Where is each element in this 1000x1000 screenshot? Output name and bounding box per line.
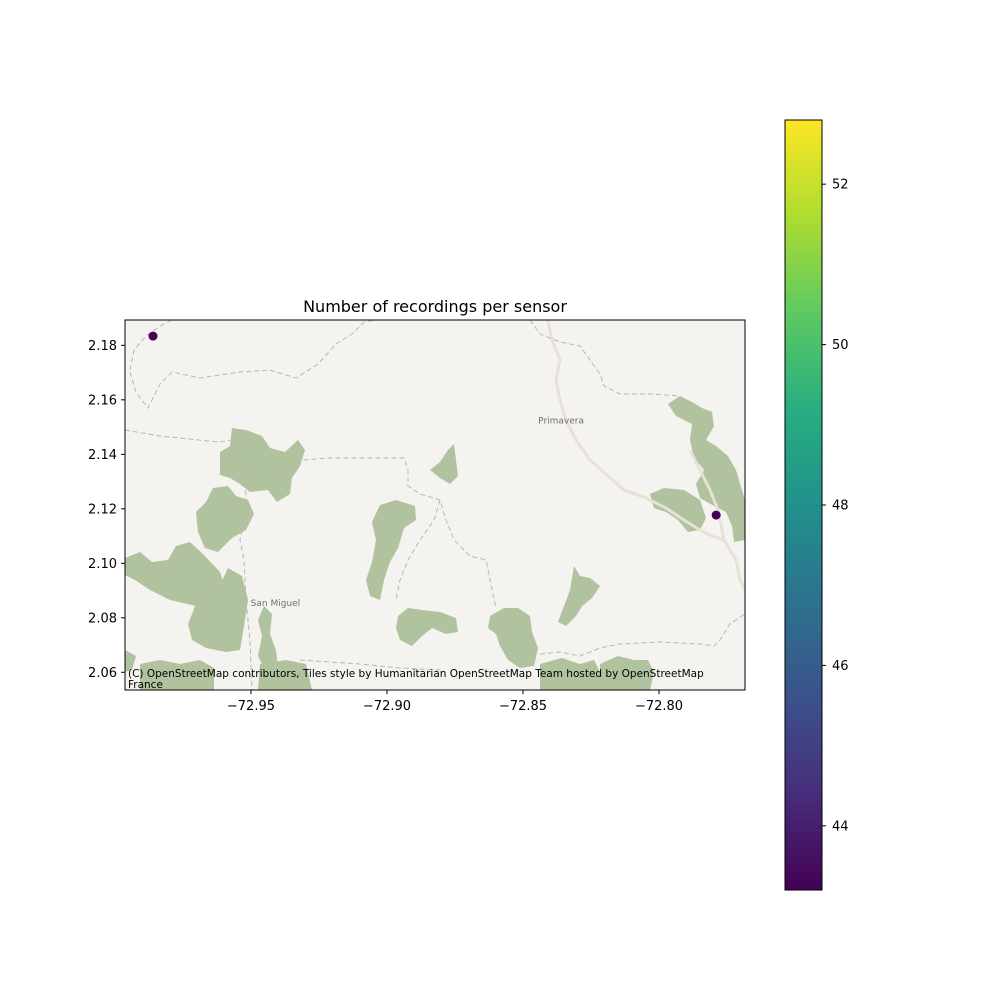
vegetation-patch bbox=[540, 658, 606, 690]
roads bbox=[546, 320, 745, 591]
sensor-point bbox=[148, 331, 158, 341]
y-tick-label: 2.14 bbox=[88, 448, 117, 463]
attribution-line-1: (C) OpenStreetMap contributors, Tiles st… bbox=[128, 668, 704, 680]
vegetation-patch bbox=[125, 542, 226, 606]
x-axis: −72.95 −72.90 −72.85 −72.80 bbox=[227, 690, 683, 714]
y-tick-label: 2.16 bbox=[88, 393, 117, 408]
place-label-primavera: Primavera bbox=[538, 416, 584, 426]
vegetation-patch bbox=[600, 656, 654, 690]
boundary-line bbox=[539, 613, 745, 657]
colorbar-gradient bbox=[785, 120, 822, 890]
vegetation-patch bbox=[140, 660, 214, 690]
vegetation-patch bbox=[396, 608, 458, 646]
x-tick-label: −72.85 bbox=[499, 699, 547, 714]
boundary-line bbox=[529, 320, 681, 397]
place-label-san-miguel: San Miguel bbox=[251, 599, 301, 609]
boundary-line bbox=[299, 659, 441, 671]
sensor-point bbox=[711, 510, 721, 520]
road bbox=[688, 449, 726, 541]
vegetation-patch bbox=[650, 488, 706, 532]
colorbar: 44 46 48 50 52 bbox=[784, 119, 849, 891]
y-tick-label: 2.08 bbox=[88, 611, 117, 626]
y-axis: 2.06 2.08 2.10 2.12 2.14 2.16 2.18 bbox=[88, 339, 125, 681]
attribution-line-2: France bbox=[128, 679, 163, 691]
vegetation-areas bbox=[125, 396, 745, 690]
colorbar-tick-label: 48 bbox=[832, 499, 849, 514]
vegetation-patch bbox=[366, 500, 416, 600]
basemap: Primavera San Miguel bbox=[125, 320, 745, 690]
vegetation-patch bbox=[668, 396, 745, 542]
vegetation-patch bbox=[258, 660, 312, 690]
vegetation-patch bbox=[258, 606, 278, 672]
colorbar-ticks: 44 46 48 50 52 bbox=[822, 178, 849, 834]
boundary-line bbox=[129, 320, 380, 409]
colorbar-tick-label: 44 bbox=[832, 819, 849, 834]
boundaries bbox=[125, 320, 745, 690]
vegetation-patch bbox=[488, 608, 538, 668]
vegetation-patch bbox=[188, 568, 248, 652]
y-tick-label: 2.12 bbox=[88, 502, 117, 517]
vegetation-patch bbox=[558, 566, 600, 626]
colorbar-tick-label: 50 bbox=[832, 338, 849, 353]
y-tick-label: 2.18 bbox=[88, 339, 117, 354]
boundary-line bbox=[125, 429, 253, 690]
sensor-points bbox=[148, 331, 721, 520]
map-frame bbox=[124, 319, 746, 691]
y-tick-label: 2.06 bbox=[88, 666, 117, 681]
vegetation-patch bbox=[220, 428, 305, 502]
x-tick-label: −72.80 bbox=[635, 699, 683, 714]
chart-title: Number of recordings per sensor bbox=[303, 297, 567, 316]
x-tick-label: −72.95 bbox=[227, 699, 275, 714]
vegetation-patch bbox=[196, 486, 254, 552]
vegetation-patch bbox=[125, 650, 136, 672]
boundary-line bbox=[395, 499, 441, 601]
colorbar-tick-label: 46 bbox=[832, 659, 849, 674]
x-tick-label: −72.90 bbox=[363, 699, 411, 714]
y-tick-label: 2.10 bbox=[88, 557, 117, 572]
colorbar-tick-label: 52 bbox=[832, 178, 849, 193]
map-axes: Primavera San Miguel (C) OpenStreetMap c… bbox=[88, 319, 746, 714]
boundary-line bbox=[275, 457, 497, 609]
vegetation-patch bbox=[430, 444, 458, 484]
